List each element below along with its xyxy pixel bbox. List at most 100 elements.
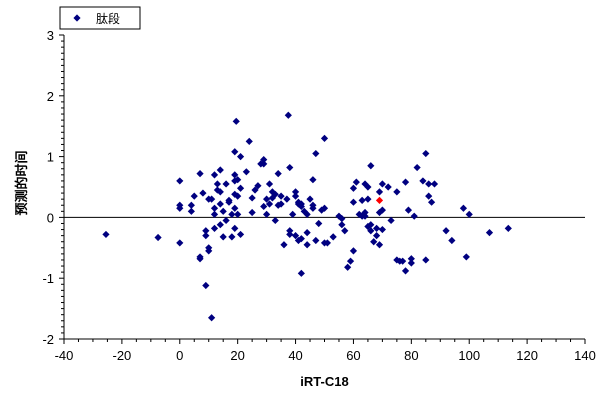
data-point (393, 256, 401, 264)
data-point (485, 229, 494, 237)
data-point (208, 314, 216, 322)
data-point (430, 180, 439, 188)
x-axis-ticks: -40 -20 0 20 40 60 80 100 120 140 (55, 339, 596, 363)
data-point (329, 233, 337, 241)
data-point (176, 204, 184, 212)
data-point (219, 233, 227, 241)
data-point (309, 204, 317, 212)
data-point (346, 257, 355, 265)
data-point (202, 227, 210, 235)
data-point (289, 210, 297, 218)
highlight-point (375, 196, 384, 204)
data-point (260, 160, 268, 168)
data-point (232, 117, 240, 125)
data-point (401, 178, 410, 186)
legend-box (59, 6, 141, 30)
data-point (248, 208, 256, 217)
data-point (504, 224, 512, 232)
data-point (315, 219, 323, 228)
data-point (196, 255, 204, 263)
data-point (312, 149, 320, 158)
data-point (404, 206, 413, 214)
data-point (291, 188, 300, 196)
data-point (210, 171, 219, 179)
data-point (236, 153, 245, 161)
data-point (323, 239, 331, 247)
y-tick-label: 2 (47, 89, 54, 104)
x-tick-label: 60 (346, 348, 360, 363)
data-point (375, 188, 384, 196)
data-point (318, 206, 326, 214)
data-point (410, 212, 418, 220)
data-point (260, 156, 268, 164)
data-point (245, 137, 253, 145)
data-point (284, 111, 292, 119)
data-point (364, 222, 372, 231)
data-point (228, 233, 236, 241)
data-point (236, 184, 245, 192)
x-tick-label: 100 (458, 348, 480, 363)
data-point (297, 202, 305, 211)
data-point (387, 216, 395, 225)
data-point (358, 196, 366, 204)
data-point (320, 204, 329, 212)
data-point (375, 241, 384, 249)
legend: 肽段 (59, 6, 141, 30)
data-point (425, 192, 433, 200)
data-point (268, 194, 276, 202)
data-point (286, 163, 294, 172)
data-point (407, 255, 415, 263)
data-point (154, 233, 162, 242)
data-point (399, 257, 407, 265)
legend-label: 肽段 (96, 11, 120, 26)
data-point (465, 210, 473, 218)
data-point (283, 195, 291, 203)
data-point (459, 204, 468, 212)
data-point (176, 239, 184, 247)
data-point (303, 241, 311, 249)
data-point (268, 188, 276, 196)
data-point (202, 281, 210, 290)
y-axis-title: 预测的时间 (14, 150, 30, 215)
data-point (260, 202, 268, 211)
data-point (419, 177, 427, 185)
data-point (427, 198, 436, 206)
data-point (373, 224, 381, 232)
y-tick-label: -2 (42, 332, 54, 347)
data-point (286, 227, 294, 235)
data-point (373, 232, 381, 240)
data-point (349, 184, 358, 192)
data-point (312, 236, 320, 245)
data-point (297, 269, 305, 277)
data-point (231, 204, 239, 212)
data-point (422, 149, 430, 158)
data-point (222, 216, 230, 225)
data-point (199, 189, 207, 197)
data-point (442, 227, 450, 235)
data-point (190, 192, 198, 200)
data-point (265, 180, 274, 188)
data-point (216, 166, 224, 174)
data-point (367, 227, 375, 235)
data-point (462, 253, 470, 261)
data-point (265, 200, 274, 208)
data-point (271, 216, 279, 225)
data-point (210, 210, 219, 218)
y-tick-label: 3 (47, 28, 54, 43)
x-tick-label: 120 (516, 348, 538, 363)
data-point (280, 241, 288, 249)
data-point (306, 195, 314, 203)
data-point (216, 221, 224, 229)
data-point (234, 192, 242, 200)
data-point (303, 229, 311, 237)
data-point (254, 182, 262, 190)
data-point (216, 188, 224, 196)
data-point (422, 256, 430, 264)
x-tick-label: 80 (404, 348, 418, 363)
data-point (263, 210, 271, 218)
data-point (338, 215, 346, 223)
data-point (277, 192, 285, 200)
data-point (271, 190, 279, 198)
data-point (274, 170, 282, 178)
data-point (407, 259, 415, 267)
